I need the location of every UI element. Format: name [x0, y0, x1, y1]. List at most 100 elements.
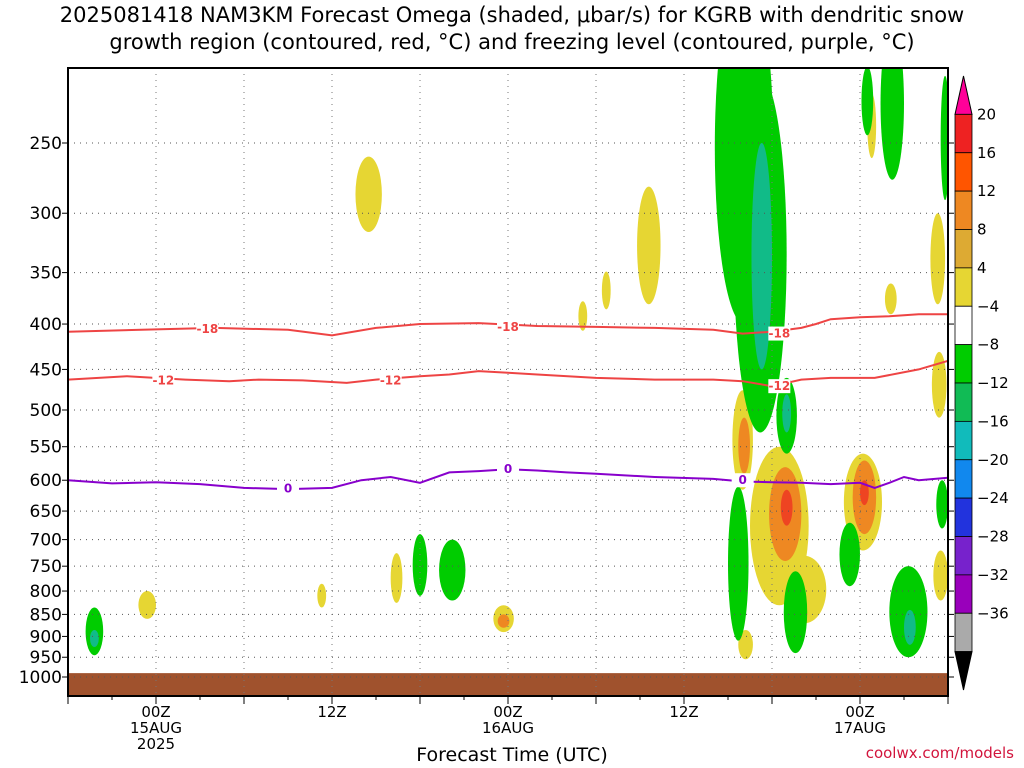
x-axis-title: Forecast Time (UTC) — [416, 744, 608, 766]
contour-label: -12 — [380, 373, 402, 387]
y-tick-label: 850 — [30, 605, 62, 625]
region-green-14 — [936, 480, 948, 529]
x-tick-label: 00Z — [141, 703, 170, 721]
colorbar-label: 12 — [977, 182, 996, 200]
region-green-10 — [728, 486, 749, 641]
x-tick-label: 00Z — [493, 703, 522, 721]
contour-line--18 — [68, 313, 948, 337]
colorbar-label: 8 — [977, 221, 987, 239]
region-yellow-14 — [738, 629, 753, 660]
region-green-5 — [861, 68, 874, 136]
contour-line--12 — [68, 359, 948, 388]
chart-title-line1: 2025081418 NAM3KM Forecast Omega (shaded… — [59, 3, 965, 27]
region-yellow-2 — [637, 186, 661, 305]
y-tick-label: 700 — [30, 531, 62, 551]
region-green-12 — [839, 522, 860, 587]
region-green-9 — [439, 539, 466, 601]
contour-label: 0 — [284, 481, 292, 495]
x-tick-label: 2025 — [137, 735, 175, 753]
contour-label-bg — [379, 373, 402, 388]
colorbar-segment — [954, 497, 973, 537]
x-tick-label: 00Z — [845, 703, 874, 721]
colorbar-segment — [954, 229, 973, 269]
contour-label: -18 — [768, 327, 790, 341]
plot-inner: -18 -18 -18 -12 -12 -12 0 0 0 — [68, 68, 948, 696]
contour-label-bg — [152, 373, 175, 388]
y-tick-label: 900 — [30, 627, 62, 647]
y-tick-label: 500 — [30, 401, 62, 421]
y-tick-label: 300 — [30, 204, 62, 224]
y-tick-label: 450 — [30, 360, 62, 380]
y-tick-label: 650 — [30, 502, 62, 522]
y-tick-label: 750 — [30, 557, 62, 577]
region-red-2 — [860, 480, 869, 506]
colorbar-segment — [954, 344, 973, 384]
region-yellow-7 — [930, 213, 946, 305]
y-tick-label: 950 — [30, 648, 62, 668]
region-teal-4 — [90, 629, 99, 647]
contour-line-0 — [68, 468, 948, 491]
contour-label-bg — [196, 321, 219, 336]
contour-label: -12 — [152, 373, 174, 387]
colorbar-label: −16 — [977, 412, 1009, 430]
region-green-4 — [880, 68, 904, 180]
x-tick-label: 15AUG — [130, 719, 182, 737]
region-green-11 — [783, 571, 808, 654]
colorbar-segment — [954, 459, 973, 499]
plot-area: -18 -18 -18 -12 -12 -12 0 0 0 250 300 350 400 450 500 5… — [19, 67, 954, 753]
colorbar-label: −12 — [977, 374, 1009, 392]
region-yellow-8 — [931, 351, 947, 418]
colorbar-label: −4 — [977, 297, 999, 315]
region-teal-3 — [782, 394, 792, 433]
colorbar-label: −20 — [977, 451, 1009, 469]
region-yellow-4 — [578, 301, 588, 331]
colorbar-segment — [954, 305, 973, 346]
region-yellow-9 — [138, 591, 156, 619]
region-yellow-18 — [933, 550, 948, 601]
region-yellow-1 — [355, 156, 382, 233]
contour-label-bg — [768, 326, 791, 341]
colorbar-segment — [954, 113, 973, 154]
colorbar: 20 16 12 8 4 −4 −8 −12 −16 −20 −24 −28 −32 −36 — [954, 75, 1009, 691]
credit-link[interactable]: coolwx.com/models — [865, 744, 1014, 762]
y-tick-label: 400 — [30, 315, 62, 335]
colorbar-label: −8 — [977, 336, 999, 354]
y-tick-label: 800 — [30, 582, 62, 602]
region-yellow-11 — [390, 553, 403, 603]
region-orange-1 — [738, 417, 751, 474]
contour-label-bg — [497, 462, 519, 477]
region-yellow-10 — [317, 583, 327, 608]
x-tick-label: 12Z — [317, 703, 346, 721]
colorbar-label: −32 — [977, 566, 1009, 584]
y-tick-label: 250 — [30, 134, 62, 154]
region-green-6 — [940, 75, 948, 201]
x-tick-label: 12Z — [669, 703, 698, 721]
y-tick-label: 350 — [30, 264, 62, 284]
contour-label-bg — [277, 481, 299, 496]
colorbar-label: 4 — [977, 259, 987, 277]
colorbar-label: 20 — [977, 105, 996, 123]
colorbar-top-arrow — [954, 75, 973, 115]
y-tick-label: 600 — [30, 471, 62, 491]
colorbar-label: −36 — [977, 604, 1009, 622]
region-yellow-3 — [601, 271, 611, 310]
colorbar-label: −24 — [977, 489, 1009, 507]
x-tick-label: 17AUG — [834, 719, 886, 737]
y-tick-label: 1000 — [19, 668, 62, 688]
contour-label: -18 — [497, 320, 519, 334]
contour-label-bg — [768, 379, 791, 394]
region-teal-2 — [904, 609, 916, 645]
colorbar-bottom-arrow — [954, 651, 973, 691]
chart-title-line2: growth region (contoured, red, °C) and f… — [109, 30, 915, 54]
colorbar-segment — [954, 420, 973, 461]
region-green-8 — [412, 534, 428, 596]
colorbar-label: −28 — [977, 528, 1009, 546]
x-tick-label: 16AUG — [482, 719, 534, 737]
colorbar-segment — [954, 536, 973, 576]
contour-label: -12 — [768, 379, 790, 393]
colorbar-segment — [954, 574, 973, 614]
colorbar-label: 16 — [977, 144, 996, 162]
colorbar-segment — [954, 612, 973, 653]
colorbar-segment — [954, 267, 973, 307]
region-yellow-6 — [884, 283, 897, 315]
